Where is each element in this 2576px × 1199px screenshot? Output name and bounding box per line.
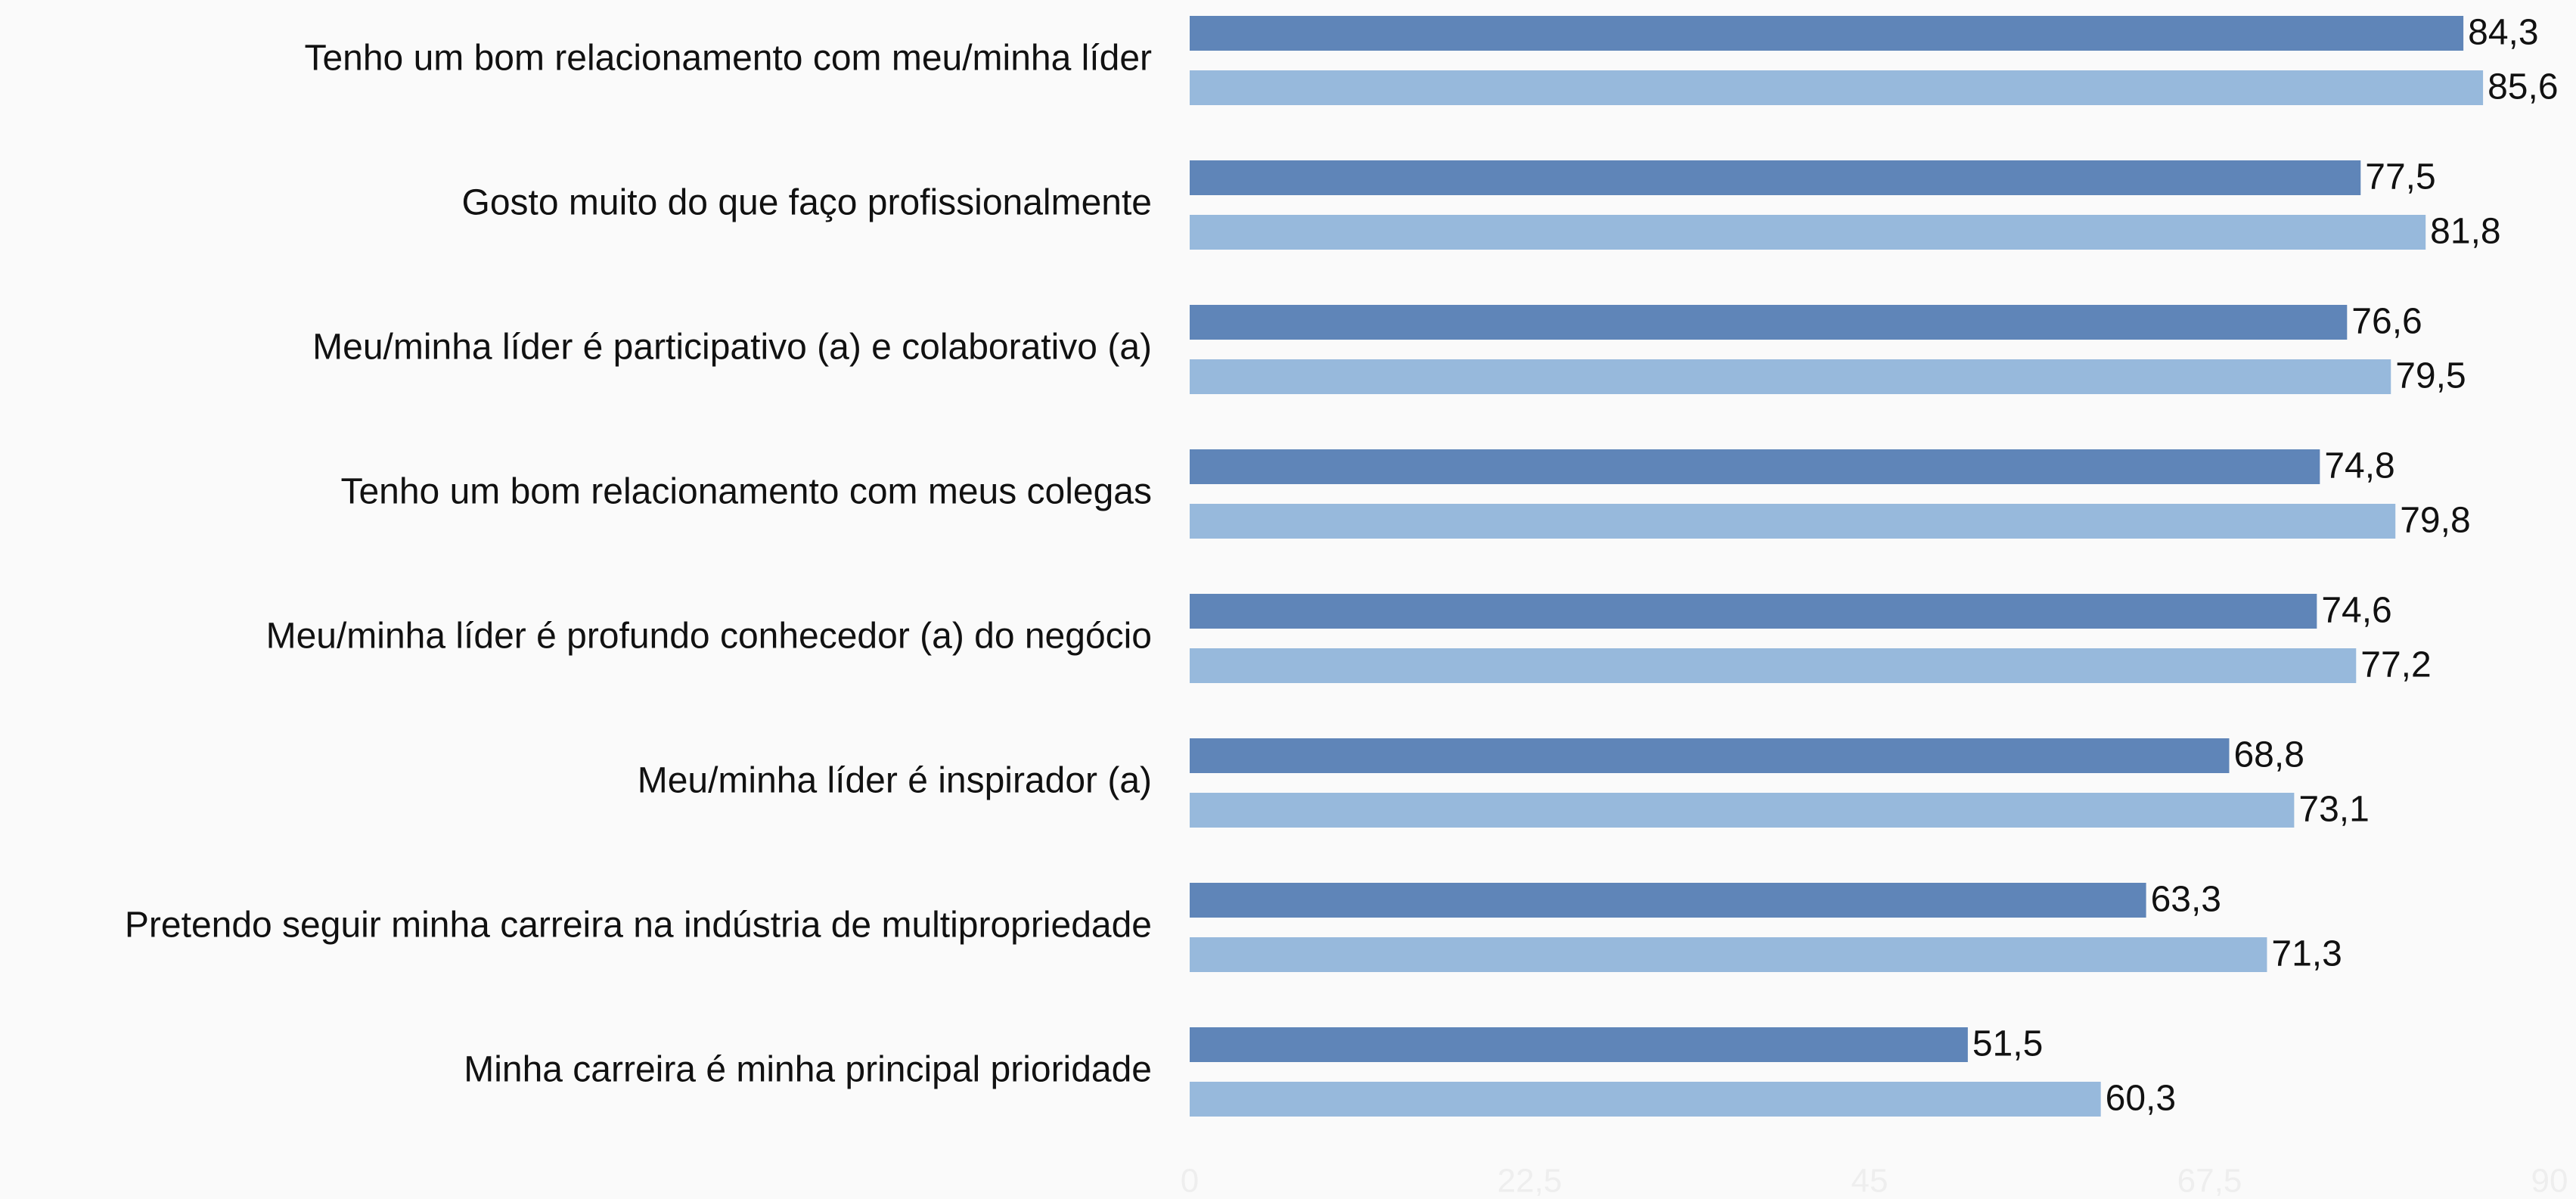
x-tick-label: 90 <box>2531 1163 2568 1199</box>
bar <box>1190 738 2230 773</box>
value-label: 74,8 <box>2324 446 2394 486</box>
value-label: 63,3 <box>2151 880 2221 920</box>
bar <box>1190 160 2361 195</box>
bar <box>1190 504 2396 539</box>
category-label: Meu/minha líder é inspirador (a) <box>638 761 1152 801</box>
value-label: 77,2 <box>2360 645 2431 685</box>
bar <box>1190 215 2426 250</box>
value-label: 73,1 <box>2298 790 2369 830</box>
x-tick-label: 0 <box>1181 1163 1199 1199</box>
bar <box>1190 594 2317 629</box>
value-label: 85,6 <box>2488 67 2558 107</box>
category-label: Pretendo seguir minha carreira na indúst… <box>125 905 1152 946</box>
bar <box>1190 16 2464 51</box>
value-label: 84,3 <box>2468 13 2538 53</box>
bar <box>1190 70 2484 105</box>
category-label: Gosto muito do que faço profissionalment… <box>461 183 1152 223</box>
x-tick-label: 67,5 <box>2177 1163 2242 1199</box>
value-label: 68,8 <box>2233 735 2304 775</box>
category-label: Tenho um bom relacionamento com meu/minh… <box>304 39 1152 79</box>
bar <box>1190 793 2295 828</box>
value-label: 71,3 <box>2271 934 2342 974</box>
bar <box>1190 883 2146 918</box>
category-label: Meu/minha líder é participativo (a) e co… <box>312 328 1152 368</box>
value-label: 77,5 <box>2365 157 2435 197</box>
value-label: 81,8 <box>2430 212 2500 252</box>
value-label: 51,5 <box>1972 1024 2043 1064</box>
bar <box>1190 305 2348 340</box>
bar <box>1190 449 2320 484</box>
value-label: 79,5 <box>2395 356 2466 396</box>
value-label: 79,8 <box>2400 501 2470 541</box>
bar <box>1190 648 2357 683</box>
value-label: 74,6 <box>2321 591 2391 631</box>
bar <box>1190 937 2267 972</box>
category-label: Meu/minha líder é profundo conhecedor (a… <box>266 617 1152 657</box>
x-tick-label: 45 <box>1851 1163 1889 1199</box>
category-label: Minha carreira é minha principal priorid… <box>464 1050 1152 1090</box>
category-label: Tenho um bom relacionamento com meus col… <box>340 472 1152 512</box>
value-label: 76,6 <box>2351 302 2422 342</box>
x-tick-label: 22,5 <box>1497 1163 1563 1199</box>
bar <box>1190 1027 1968 1062</box>
bar <box>1190 359 2391 394</box>
bar <box>1190 1082 2101 1117</box>
value-label: 60,3 <box>2106 1079 2176 1119</box>
